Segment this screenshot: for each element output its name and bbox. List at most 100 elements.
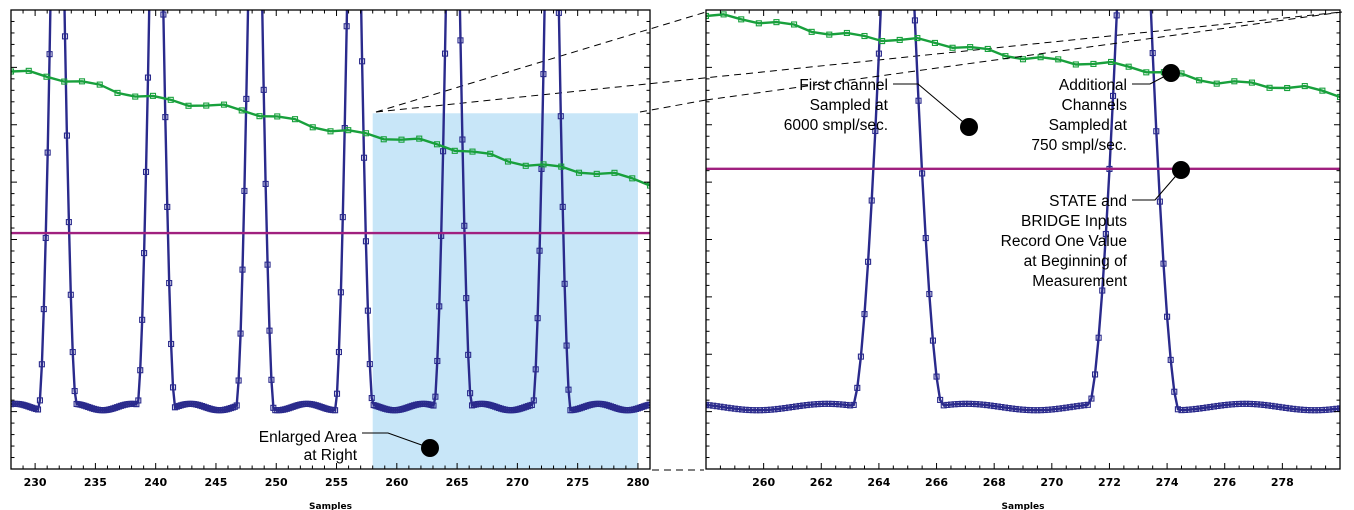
left-series-1-point: [335, 348, 342, 356]
right-series-1-point: [868, 197, 875, 204]
left-series-1-point: [139, 316, 146, 323]
left-series-2-point: [167, 96, 174, 103]
right-x-tick-label: 266: [925, 476, 948, 489]
right-series-2-point: [1072, 61, 1079, 68]
left-series-2-point: [114, 89, 121, 96]
annotation-state-bridge-text: BRIDGE Inputs: [1021, 213, 1127, 230]
right-series-1-point: [1156, 198, 1163, 205]
left-series-1-point: [360, 154, 368, 161]
left-series-1-point: [575, 405, 582, 412]
left-series-1-point: [634, 405, 641, 412]
right-series-1-point: [951, 401, 958, 408]
left-series-1-point: [283, 405, 290, 412]
right-series-1-point: [1322, 406, 1329, 413]
right-series-2-point: [931, 39, 938, 46]
left-series-2-line: [11, 69, 650, 187]
right-series-1-point: [915, 97, 922, 104]
right-series-1-point: [1081, 402, 1088, 409]
left-series-2-point: [61, 78, 68, 85]
right-series-1-point: [847, 402, 854, 409]
right-series-1-point: [872, 127, 879, 135]
right-series-1-point: [1257, 401, 1264, 408]
right-series-1-point: [789, 403, 796, 411]
annotation-enlarged-area-leader: [362, 432, 431, 449]
left-series-2-point: [416, 135, 423, 142]
right-series-1-point: [850, 401, 857, 408]
right-series-1-point: [1189, 406, 1196, 413]
right-series-1-point: [720, 404, 728, 411]
right-series-1-point: [839, 401, 846, 408]
left-series-1-point: [88, 405, 96, 412]
left-series-1-point: [372, 402, 379, 409]
left-x-tick-label: 245: [204, 476, 227, 489]
annotation-enlarged-area-dot: [421, 439, 439, 457]
left-series-1-point: [343, 23, 350, 30]
right-series-1-point: [1066, 404, 1073, 411]
right-series-2-point: [1037, 54, 1044, 61]
left-series-1-point: [235, 377, 242, 384]
left-series-1-point: [46, 51, 53, 58]
left-series-1-point: [11, 401, 15, 408]
left-series-1-point: [171, 404, 179, 411]
zoom-connector-lines: [375, 11, 1343, 471]
left-series-1-point: [241, 187, 248, 194]
right-series-1-point: [929, 337, 936, 344]
right-series-1-point: [1192, 405, 1199, 413]
right-series-1-point: [1012, 405, 1019, 413]
left-series-1-point: [31, 405, 38, 412]
left-series-1-point: [359, 58, 366, 65]
left-series-1-point: [67, 291, 74, 298]
left-series-1-point: [135, 397, 142, 404]
left-series-1-point: [440, 148, 447, 155]
right-series-1-point: [771, 406, 778, 413]
right-series-1-point: [1214, 402, 1221, 410]
left-series-2-point: [291, 116, 299, 123]
right-series-1-point: [1311, 407, 1318, 414]
right-series-1-point: [756, 407, 764, 414]
right-series-2-point: [1055, 56, 1062, 63]
right-x-tick-label: 260: [752, 476, 775, 489]
right-series-1-point: [807, 401, 814, 408]
right-series-1-point: [1196, 405, 1203, 412]
left-series-1-point: [463, 295, 470, 302]
left-series-1-point: [405, 404, 412, 411]
right-series-1-point: [728, 405, 735, 412]
left-series-2: [11, 67, 650, 189]
left-series-2-point: [309, 124, 316, 131]
left-series-1-point: [83, 403, 90, 410]
left-series-1-point: [227, 405, 234, 412]
left-series-1-point: [260, 86, 267, 93]
right-series-2-point: [1336, 93, 1340, 101]
right-series-1-point: [803, 402, 810, 409]
right-series-1-point: [1207, 403, 1214, 411]
right-series-2-point: [826, 31, 833, 38]
left-series-1-point: [34, 406, 42, 413]
right-series-1-point: [706, 402, 713, 409]
left-x-tick-label: 270: [506, 476, 529, 489]
left-series-1-point: [291, 403, 298, 410]
right-series-2-point: [791, 21, 798, 28]
right-series-1-point: [832, 401, 839, 408]
right-series-1-point: [1297, 406, 1304, 413]
left-x-tick-label: 280: [626, 476, 649, 489]
left-series-1-point: [339, 214, 346, 221]
left-series-1-point: [523, 403, 530, 410]
right-series-1-point: [1246, 400, 1253, 407]
right-series-1-point: [1160, 260, 1167, 267]
right-series-1-point: [1300, 406, 1308, 413]
right-series-1-point: [965, 400, 973, 407]
left-series-1-point: [318, 404, 325, 411]
left-series-1-point: [532, 366, 539, 373]
left-series-1-point: [266, 327, 273, 334]
left-series-2-point: [558, 163, 565, 170]
right-x-tick-label: 272: [1098, 476, 1121, 489]
left-series-1: [11, 10, 650, 414]
right-series-1-point: [1095, 334, 1102, 341]
left-series-1-point: [496, 404, 503, 412]
left-series-2-point: [646, 182, 650, 189]
right-series-1-point: [1088, 395, 1095, 402]
left-series-2-point: [327, 128, 334, 135]
left-series-1-point: [87, 404, 94, 411]
left-series-1-point: [407, 403, 414, 410]
right-series-1-point: [1326, 406, 1333, 413]
